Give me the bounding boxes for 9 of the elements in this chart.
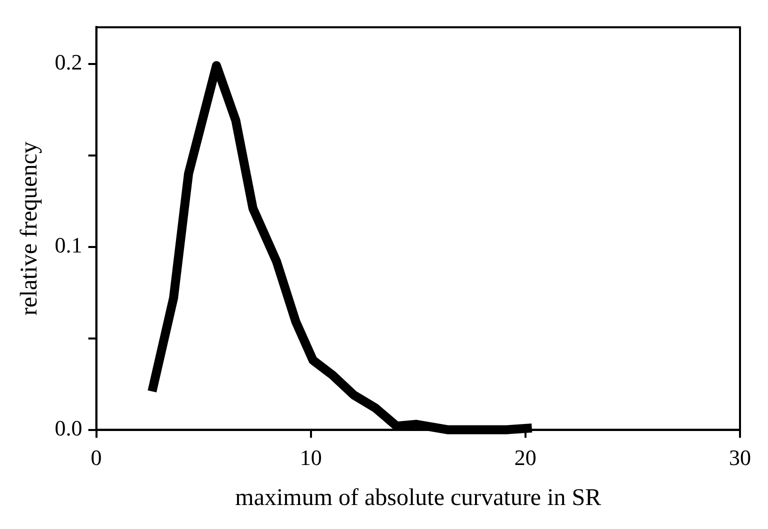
x-tick-label: 20 [514, 444, 536, 470]
x-axis-title: maximum of absolute curvature in SR [235, 484, 602, 511]
x-tick-label: 30 [729, 444, 751, 470]
x-tick-label: 10 [300, 444, 322, 470]
y-axis-title: relative frequency [16, 142, 43, 316]
y-tick-label: 0.1 [54, 232, 82, 258]
y-tick-label: 0.0 [54, 416, 82, 441]
x-tick-label: 0 [90, 444, 102, 470]
y-tick-label: 0.2 [54, 50, 82, 75]
